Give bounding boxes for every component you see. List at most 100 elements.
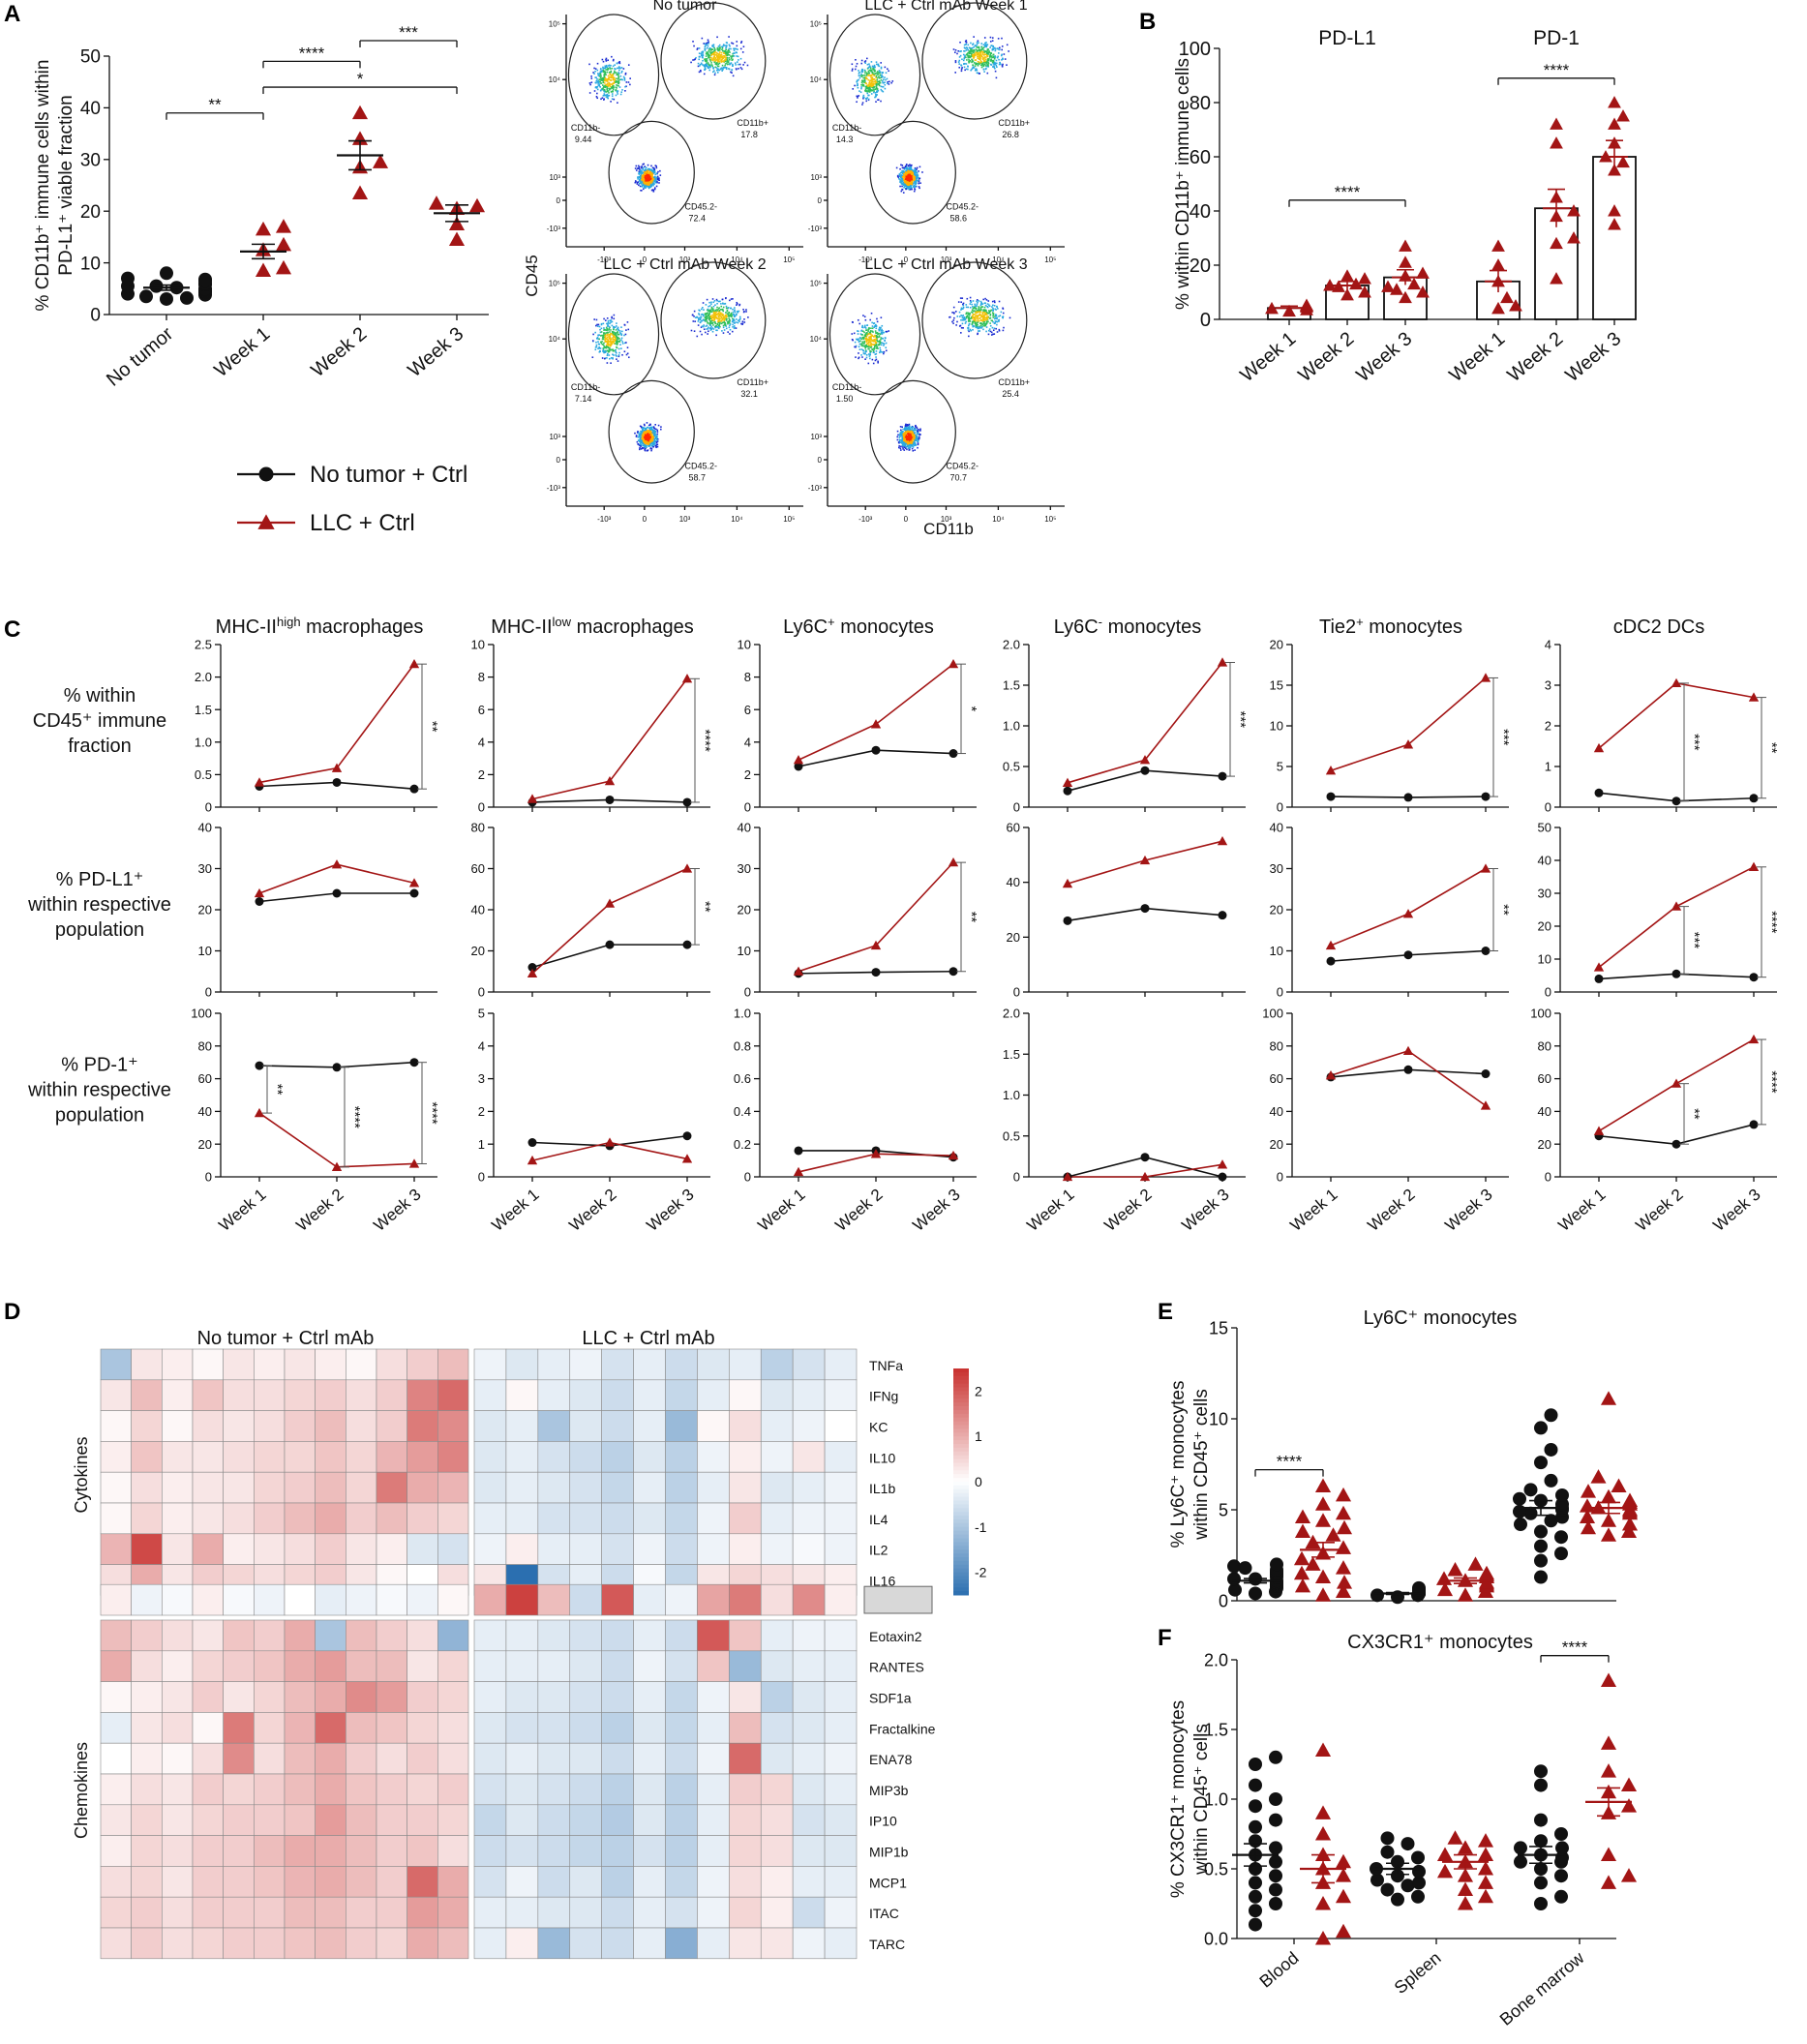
flow-event bbox=[610, 341, 612, 344]
flow-event bbox=[869, 90, 871, 92]
flow-event bbox=[626, 352, 629, 355]
flow-event bbox=[651, 173, 653, 175]
flow-event bbox=[607, 75, 610, 77]
flow-event bbox=[910, 174, 912, 177]
flow-event bbox=[648, 437, 650, 440]
flow-event bbox=[869, 333, 872, 335]
flow-event bbox=[864, 333, 867, 335]
flow-event bbox=[643, 175, 646, 177]
flow-event bbox=[597, 74, 600, 76]
flow-event bbox=[588, 82, 591, 84]
flow-event bbox=[863, 342, 865, 345]
flow-event bbox=[973, 316, 976, 319]
flow-event bbox=[995, 327, 997, 330]
flow-event bbox=[653, 436, 656, 437]
flow-event bbox=[976, 325, 979, 328]
flow-event bbox=[865, 354, 868, 356]
flow-event bbox=[646, 181, 648, 184]
flow-event bbox=[706, 51, 708, 53]
flow-event bbox=[875, 93, 877, 96]
flow-event bbox=[982, 65, 985, 67]
flow-event bbox=[649, 442, 652, 445]
flow-event bbox=[606, 68, 609, 71]
flow-event bbox=[655, 428, 657, 431]
flow-event bbox=[606, 66, 608, 69]
flow-event bbox=[994, 321, 996, 324]
flow-event bbox=[708, 64, 710, 67]
flow-event bbox=[884, 83, 887, 86]
flow-event bbox=[870, 74, 873, 76]
flow-event bbox=[851, 320, 854, 323]
flow-event bbox=[887, 82, 888, 84]
flow-x-tick-label: 10³ bbox=[941, 256, 952, 264]
flow-event bbox=[619, 93, 622, 96]
flow-event bbox=[992, 316, 995, 318]
flow-event bbox=[604, 84, 606, 87]
flow-event bbox=[715, 316, 717, 318]
flow-event bbox=[705, 68, 707, 71]
flow-event bbox=[629, 77, 631, 79]
flow-event bbox=[648, 187, 650, 190]
flow-event bbox=[727, 51, 730, 54]
flow-event bbox=[723, 52, 726, 55]
flow-event bbox=[653, 169, 656, 172]
flow-event bbox=[975, 311, 978, 314]
flow-event bbox=[976, 310, 978, 313]
flow-event bbox=[638, 180, 641, 182]
flow-event bbox=[603, 75, 605, 76]
flow-event bbox=[702, 54, 704, 57]
flow-event bbox=[716, 306, 718, 309]
flow-event bbox=[712, 45, 715, 48]
flow-event bbox=[724, 63, 727, 65]
flow-event bbox=[990, 55, 992, 58]
flow-event bbox=[855, 345, 858, 347]
flow-event bbox=[601, 88, 604, 90]
flow-event bbox=[979, 309, 982, 312]
flow-event bbox=[654, 432, 656, 435]
flow-event bbox=[605, 69, 607, 71]
flow-event bbox=[996, 331, 999, 333]
flow-event bbox=[865, 339, 868, 342]
flow-event bbox=[991, 56, 993, 59]
flow-gate-label: CD11b- bbox=[832, 123, 861, 133]
flow-event bbox=[965, 320, 967, 323]
flow-event bbox=[716, 310, 718, 312]
flow-event bbox=[899, 167, 901, 170]
flow-event bbox=[858, 78, 859, 81]
flow-event bbox=[975, 307, 977, 309]
flow-event bbox=[653, 438, 656, 440]
flow-event bbox=[611, 55, 613, 58]
flow-event bbox=[608, 327, 611, 330]
flow-event bbox=[617, 91, 618, 94]
flow-event bbox=[865, 341, 868, 343]
flow-event bbox=[730, 55, 732, 57]
flow-event bbox=[983, 60, 986, 62]
flow-event bbox=[654, 181, 657, 184]
flow-event bbox=[969, 56, 972, 59]
flow-event bbox=[876, 71, 879, 73]
flow-event bbox=[604, 73, 606, 75]
flow-event bbox=[984, 42, 986, 45]
flow-event bbox=[914, 429, 917, 432]
flow-event bbox=[718, 55, 720, 58]
flow-event bbox=[879, 73, 881, 75]
flow-event bbox=[708, 305, 711, 307]
flow-event bbox=[644, 165, 646, 167]
flow-event bbox=[613, 81, 616, 84]
flow-event bbox=[857, 84, 859, 86]
flow-event bbox=[969, 303, 972, 305]
flow-event bbox=[641, 431, 643, 434]
flow-event bbox=[607, 325, 609, 327]
flow-event bbox=[710, 51, 712, 54]
flow-event bbox=[657, 170, 659, 173]
flow-event bbox=[609, 346, 611, 349]
flow-event bbox=[726, 320, 729, 323]
flow-event bbox=[605, 346, 607, 348]
flow-event bbox=[710, 303, 712, 305]
flow-event bbox=[867, 74, 870, 76]
flow-event bbox=[617, 81, 620, 84]
flow-event bbox=[891, 80, 894, 82]
flow-event bbox=[986, 318, 988, 320]
flow-event bbox=[644, 173, 647, 176]
